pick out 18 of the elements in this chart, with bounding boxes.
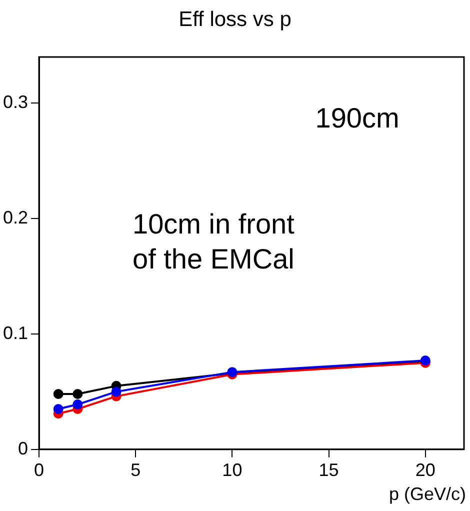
point <box>111 386 122 397</box>
y-tick-label: 0.1 <box>2 322 28 343</box>
point <box>53 389 64 400</box>
point <box>53 404 64 414</box>
point <box>72 399 83 410</box>
x-tick-label: 10 <box>222 460 242 480</box>
y-tick-label: 0.2 <box>2 208 28 228</box>
x-tick-label: 5 <box>130 460 141 480</box>
annotation: 10cm in front of the EMCal <box>132 208 295 275</box>
point <box>72 389 83 400</box>
x-axis-title: p (GeV/c) <box>388 484 466 505</box>
y-tick-label: 0.3 <box>2 92 28 112</box>
chart-title: Eff loss vs p <box>178 8 292 32</box>
annotation: 190cm <box>315 102 400 134</box>
x-tick-label: 0 <box>34 460 44 480</box>
x-tick-label: 20 <box>415 460 436 480</box>
x-tick-label: 15 <box>318 460 339 480</box>
y-tick-label: 0 <box>18 438 28 458</box>
